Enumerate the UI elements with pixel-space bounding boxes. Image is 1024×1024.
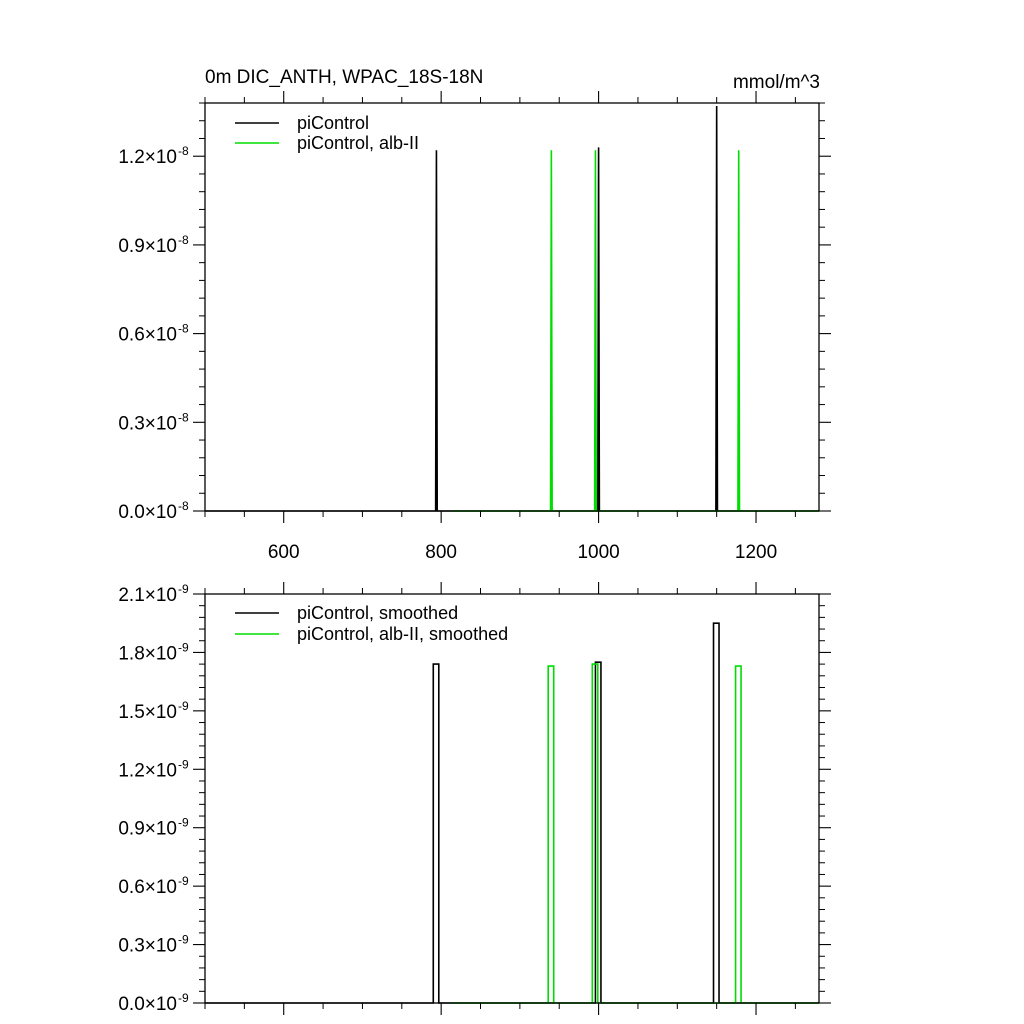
y-tick-exponent: -9 bbox=[178, 582, 189, 596]
x-tick-label: 1000 bbox=[577, 542, 619, 563]
x-tick-label: 600 bbox=[268, 542, 300, 563]
y-tick-label: 2.1×10 bbox=[118, 585, 177, 606]
y-tick-label: 0.9×10 bbox=[118, 236, 177, 257]
y-tick-label: 0.0×10 bbox=[118, 994, 177, 1015]
y-tick-exponent: -8 bbox=[178, 322, 189, 336]
y-tick-label: 1.8×10 bbox=[118, 643, 177, 664]
series-line-0-1 bbox=[451, 150, 819, 512]
y-tick-exponent: -9 bbox=[178, 933, 189, 947]
y-tick-exponent: -9 bbox=[178, 991, 189, 1005]
y-tick-label: 1.5×10 bbox=[118, 702, 177, 723]
y-tick-exponent: -8 bbox=[178, 144, 189, 158]
x-tick-label: 800 bbox=[425, 542, 457, 563]
series-line-1-0 bbox=[205, 622, 819, 1004]
y-tick-exponent: -8 bbox=[178, 410, 189, 424]
plot-frame bbox=[204, 102, 820, 512]
y-tick-label: 0.6×10 bbox=[118, 325, 177, 346]
series-line-0-0 bbox=[205, 105, 819, 512]
y-tick-exponent: -9 bbox=[178, 699, 189, 713]
units-label: mmol/m^3 bbox=[733, 72, 820, 93]
y-tick-label: 0.6×10 bbox=[118, 877, 177, 898]
y-tick-exponent: -9 bbox=[178, 874, 189, 888]
legend-label: piControl, alb-II, smoothed bbox=[297, 624, 508, 644]
y-tick-label: 0.3×10 bbox=[118, 936, 177, 957]
figure-title: 0m DIC_ANTH, WPAC_18S-18N bbox=[205, 67, 483, 88]
y-tick-label: 1.2×10 bbox=[118, 147, 177, 168]
y-tick-exponent: -8 bbox=[178, 499, 189, 513]
y-tick-label: 0.0×10 bbox=[118, 502, 177, 523]
y-tick-label: 0.9×10 bbox=[118, 819, 177, 840]
series-line-1-1 bbox=[451, 663, 819, 1004]
plot-frame bbox=[204, 593, 820, 1004]
bottom-panel: 0.0×10 -90.3×10 -90.6×10 -90.9×10 -91.2×10 -9… bbox=[118, 582, 831, 1015]
y-tick-label: 0.3×10 bbox=[118, 413, 177, 434]
x-tick-label: 1200 bbox=[735, 542, 777, 563]
legend-label: piControl, smoothed bbox=[297, 603, 458, 623]
y-tick-label: 1.2×10 bbox=[118, 760, 177, 781]
legend-label: piControl, alb-II bbox=[297, 133, 419, 153]
legend-label: piControl bbox=[297, 113, 369, 133]
y-tick-exponent: -9 bbox=[178, 640, 189, 654]
y-tick-exponent: -9 bbox=[178, 816, 189, 830]
y-tick-exponent: -8 bbox=[178, 233, 189, 247]
y-tick-exponent: -9 bbox=[178, 757, 189, 771]
